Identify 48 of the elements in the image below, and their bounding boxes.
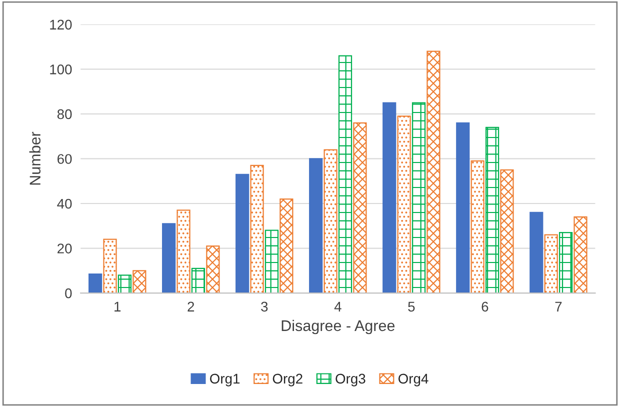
bar [426,50,440,294]
legend-label: Org2 [272,374,302,386]
bar [530,212,544,294]
bar [280,198,294,294]
y-axis-title: Number [29,132,41,185]
x-tick-label: 1 [114,302,121,312]
bar [103,238,117,294]
bar [236,174,250,294]
bar [412,102,426,294]
y-tick-label: 100 [50,64,72,74]
bar [500,169,514,294]
legend-label: Org3 [336,374,366,386]
bar [176,210,190,294]
bar [324,149,338,294]
legend-label: Org1 [210,374,240,386]
bar [485,126,500,294]
bar [88,273,102,294]
bar [397,116,411,294]
y-tick-label: 20 [58,244,72,254]
x-tick-label: 7 [555,302,562,312]
bar [456,122,470,294]
bar [206,245,220,294]
y-tick-label: 60 [58,154,72,164]
bar [558,232,573,294]
x-axis-title: Disagree - Agree [282,320,395,334]
y-tick-label: 120 [50,20,72,30]
x-tick-label: 6 [482,302,488,312]
bar [250,164,264,294]
bar [382,102,396,294]
bar [353,122,367,294]
legend-label: Org4 [398,374,428,386]
bar [162,223,176,294]
bar [118,274,132,294]
bar [338,55,352,294]
y-tick-label: 0 [65,288,72,298]
x-tick-label: 3 [261,302,268,312]
bar [544,234,558,294]
bar [264,230,279,294]
y-tick-label: 40 [57,198,72,209]
bar [132,270,146,294]
bar [470,160,484,294]
bar [574,216,588,294]
x-tick-label: 2 [188,302,194,312]
x-tick-label: 4 [334,302,342,312]
bar [309,158,323,294]
x-tick-label: 5 [408,302,415,312]
y-tick-label: 80 [57,109,72,120]
bar [191,268,206,294]
